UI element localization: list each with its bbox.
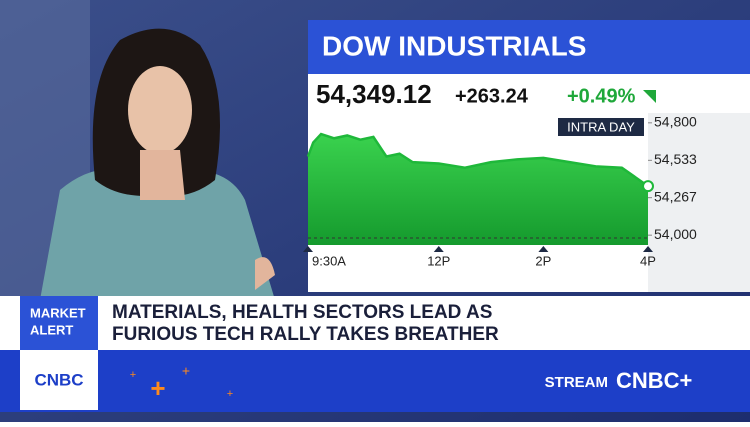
logo-box [20, 350, 98, 410]
last-point [642, 180, 654, 193]
up-arrow [643, 90, 656, 103]
plus-decoration: + [227, 388, 233, 400]
y-tick-label: 54,267 [654, 188, 697, 204]
plus-decoration: + [182, 363, 190, 379]
plus-decoration: + [130, 369, 136, 381]
quote-last: 54,349.12 [316, 79, 432, 109]
stream-logo: CNBC+ [616, 368, 692, 393]
x-tick [303, 246, 313, 252]
line [306, 132, 649, 188]
x-tick [643, 246, 653, 252]
headline-line: MATERIALS, HEALTH SECTORS LEAD AS [112, 302, 492, 323]
x-tick [433, 246, 444, 252]
alert-tag-line: ALERT [30, 322, 73, 337]
alert-tag-line: MARKET [30, 305, 86, 320]
stream-label: STREAM [545, 374, 608, 391]
alert-tag [20, 296, 98, 350]
y-tick-label: 54,000 [654, 226, 697, 242]
y-tick-label: 54,800 [654, 114, 697, 130]
x-tick-label: 9:30A [312, 253, 346, 268]
panel-title-bar [308, 20, 750, 74]
headline-bar [0, 296, 750, 350]
brand-band [0, 350, 750, 412]
x-tick-label: 2P [535, 253, 551, 268]
intraday-badge [558, 118, 644, 136]
plus-decoration: + [150, 373, 165, 403]
panel-title: DOW INDUSTRIALS [322, 30, 586, 61]
quote-change: +263.24 [455, 85, 529, 107]
x-tick [538, 246, 549, 252]
x-tick-label: 4P [640, 253, 656, 268]
y-tick-label: 54,533 [654, 151, 697, 167]
person-jacket [40, 169, 275, 300]
x-tick-label: 12P [427, 253, 450, 268]
person-neck [140, 150, 185, 200]
y-axis-band [648, 113, 750, 292]
network-logo: CNBC [34, 370, 83, 389]
quote-change-pct: +0.49% [567, 85, 636, 107]
person-face [128, 66, 192, 154]
headline-line: FURIOUS TECH RALLY TAKES BREATHER [112, 324, 499, 345]
person-hand [255, 257, 275, 290]
intraday-label: INTRA DAY [567, 119, 635, 134]
